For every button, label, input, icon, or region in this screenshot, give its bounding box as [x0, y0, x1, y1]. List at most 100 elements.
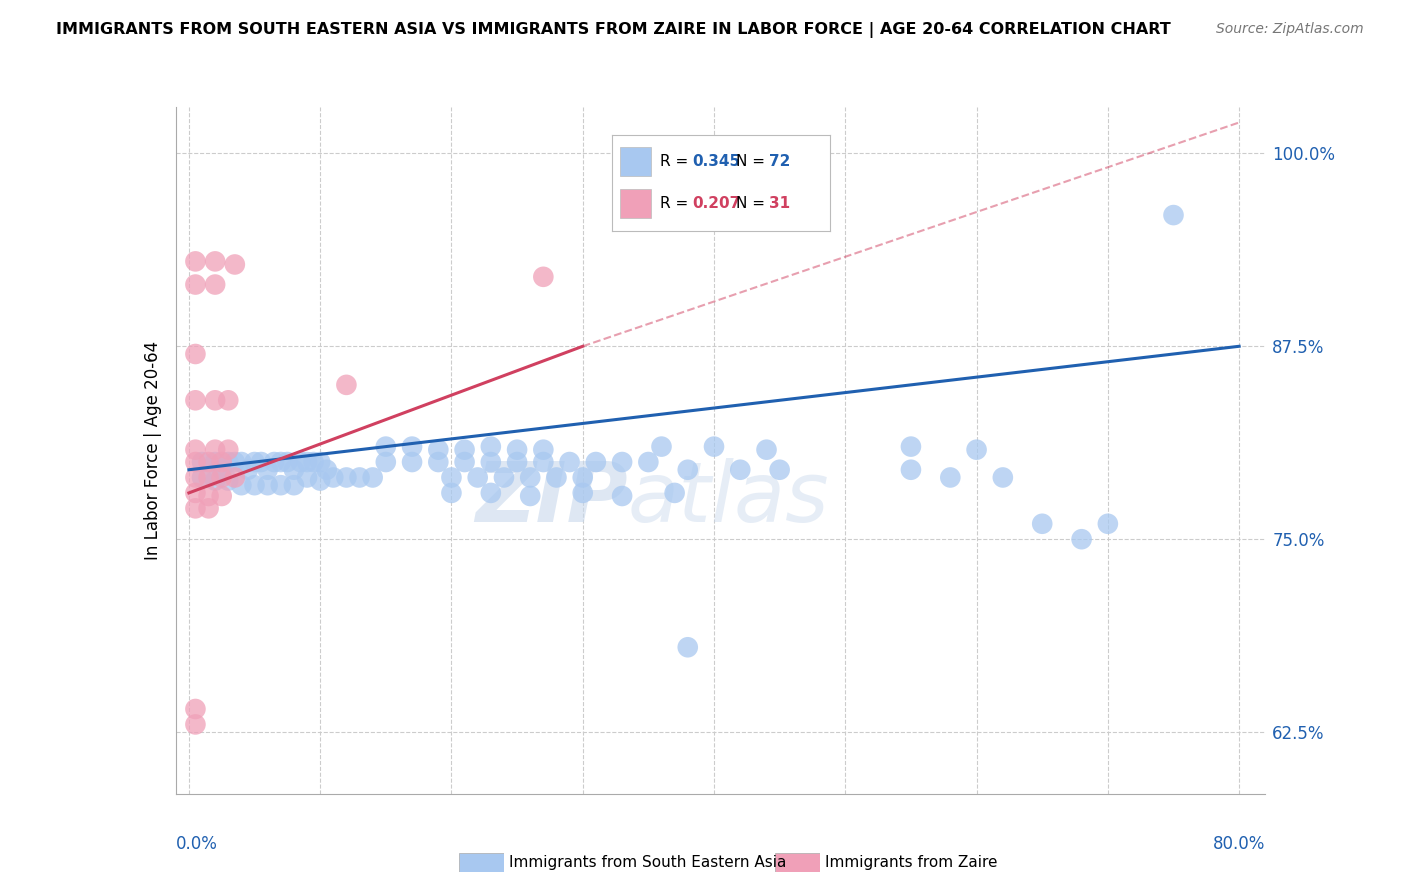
Point — [571, 486, 593, 500]
Point — [224, 470, 246, 484]
Text: N =: N = — [735, 154, 769, 169]
Point — [204, 277, 226, 292]
Point — [585, 455, 607, 469]
Point — [650, 440, 672, 454]
Text: atlas: atlas — [628, 458, 830, 539]
Point — [197, 470, 219, 484]
Point — [184, 455, 207, 469]
Point — [966, 442, 988, 457]
Text: N =: N = — [735, 196, 769, 211]
Point — [204, 254, 226, 268]
Point — [610, 455, 633, 469]
Point — [467, 470, 489, 484]
Point — [184, 702, 207, 716]
Point — [519, 489, 541, 503]
Point — [302, 455, 325, 469]
Point — [256, 463, 278, 477]
Point — [270, 478, 292, 492]
Text: 0.207: 0.207 — [692, 196, 741, 211]
Point — [664, 486, 686, 500]
Text: ZIP: ZIP — [475, 458, 628, 539]
Point — [479, 486, 502, 500]
Point — [270, 455, 292, 469]
Point — [217, 442, 239, 457]
Point — [191, 470, 214, 484]
Point — [571, 470, 593, 484]
Point — [361, 470, 384, 484]
Point — [335, 470, 357, 484]
Point — [184, 501, 207, 516]
Text: R =: R = — [659, 196, 693, 211]
Point — [184, 486, 207, 500]
Point — [231, 455, 253, 469]
Point — [479, 440, 502, 454]
Point — [676, 463, 699, 477]
Point — [374, 440, 396, 454]
Point — [184, 254, 207, 268]
Point — [1097, 516, 1119, 531]
Point — [440, 470, 463, 484]
Text: 80.0%: 80.0% — [1213, 835, 1265, 853]
Point — [322, 470, 344, 484]
Point — [703, 440, 725, 454]
Point — [184, 347, 207, 361]
Point — [558, 455, 581, 469]
Point — [211, 455, 233, 469]
Text: Source: ZipAtlas.com: Source: ZipAtlas.com — [1216, 22, 1364, 37]
Point — [531, 442, 554, 457]
Point — [769, 463, 792, 477]
Point — [283, 463, 305, 477]
Point — [506, 442, 529, 457]
Point — [531, 455, 554, 469]
Point — [315, 463, 337, 477]
Point — [427, 455, 450, 469]
Point — [676, 640, 699, 655]
Point — [184, 442, 207, 457]
Point — [453, 442, 475, 457]
Point — [211, 463, 233, 477]
Point — [184, 393, 207, 408]
Point — [290, 455, 312, 469]
Bar — [620, 189, 651, 219]
Point — [217, 455, 239, 469]
Text: R =: R = — [659, 154, 693, 169]
Point — [283, 478, 305, 492]
Point — [637, 455, 659, 469]
Point — [1070, 532, 1092, 546]
Point — [236, 463, 259, 477]
Point — [374, 455, 396, 469]
Point — [184, 277, 207, 292]
Point — [184, 717, 207, 731]
Point — [204, 455, 226, 469]
Point — [427, 442, 450, 457]
Point — [211, 489, 233, 503]
Y-axis label: In Labor Force | Age 20-64: In Labor Force | Age 20-64 — [143, 341, 162, 560]
Point — [224, 257, 246, 271]
Point — [243, 478, 266, 492]
Point — [900, 440, 922, 454]
Point — [479, 455, 502, 469]
Text: 0.0%: 0.0% — [176, 835, 218, 853]
Point — [191, 455, 214, 469]
Point — [374, 856, 396, 871]
Point — [197, 455, 219, 469]
Text: 72: 72 — [769, 154, 790, 169]
Point — [506, 455, 529, 469]
Text: 0.345: 0.345 — [692, 154, 741, 169]
Point — [440, 486, 463, 500]
Point — [309, 455, 332, 469]
Text: 31: 31 — [769, 196, 790, 211]
Point — [519, 470, 541, 484]
Point — [900, 463, 922, 477]
Point — [231, 478, 253, 492]
Point — [263, 455, 285, 469]
Point — [335, 377, 357, 392]
Point — [243, 455, 266, 469]
Point — [197, 501, 219, 516]
Point — [361, 856, 384, 871]
Point — [204, 393, 226, 408]
Point — [531, 269, 554, 284]
Point — [991, 470, 1014, 484]
Point — [211, 470, 233, 484]
Point — [250, 455, 273, 469]
